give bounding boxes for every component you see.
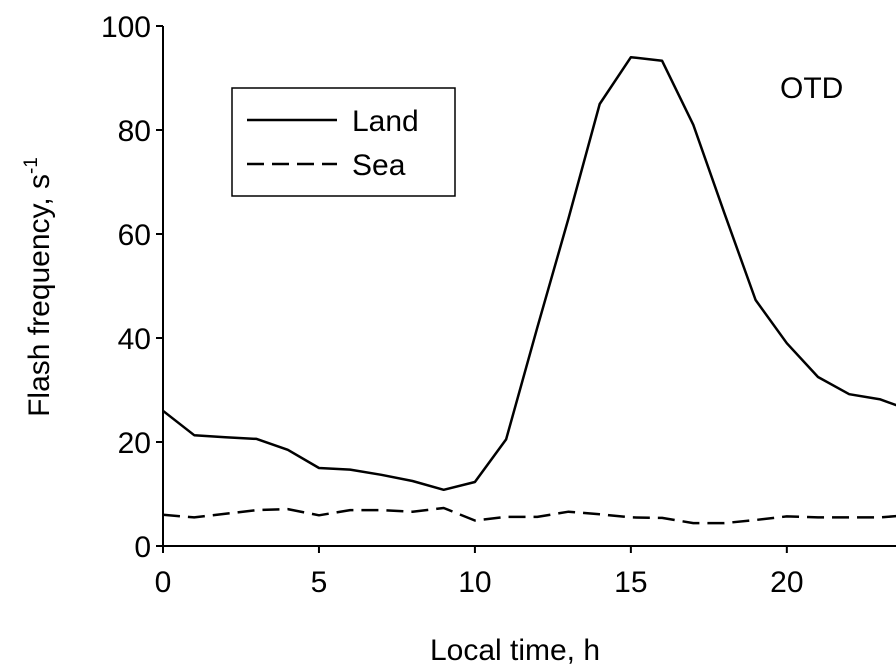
y-tick-label: 40 [118,323,151,356]
x-tick-label: 5 [311,566,328,599]
x-ticks: 0 5 10 15 20 [155,546,804,599]
series-layer [163,55,896,525]
y-tick-label: 100 [101,11,151,44]
legend-box [231,87,456,197]
y-ticks: 0 20 40 60 80 100 [101,11,163,564]
y-tick-label: 0 [134,531,151,564]
legend-label-land: Land [352,105,419,138]
x-tick-label: 0 [155,566,172,599]
x-tick-label: 15 [614,566,647,599]
legend-label-sea: Sea [352,149,406,182]
series-line-land [163,55,896,492]
y-axis-title-main: Flash frequency, s [23,174,56,417]
x-tick-label: 20 [770,566,803,599]
series-line-sea [163,506,896,525]
y-tick-label: 60 [118,219,151,252]
x-tick-label: 10 [458,566,491,599]
x-axis-title: Local time, h [430,634,600,667]
axes: 0 20 40 60 80 100 0 5 10 15 20 [101,11,896,599]
y-tick-label: 80 [118,115,151,148]
y-axis-title: Flash frequency, s-1 [21,157,56,417]
chart-annotation: OTD [780,72,843,105]
y-axis-title-sup: -1 [21,157,42,174]
y-tick-label: 20 [118,427,151,460]
legend: Land Sea [231,87,456,197]
